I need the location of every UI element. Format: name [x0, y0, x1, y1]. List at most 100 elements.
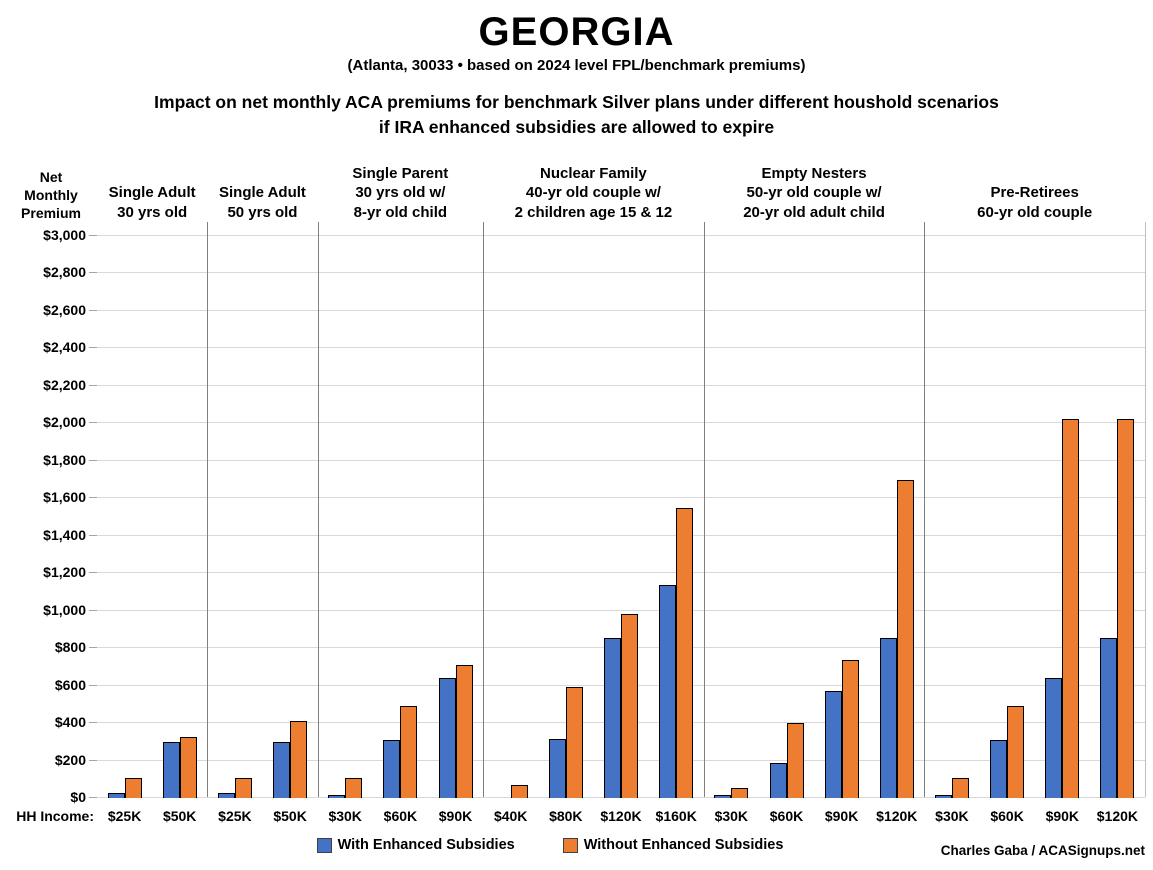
group-header-line: Single Adult	[108, 184, 196, 201]
y-tick-label: $2,400	[43, 339, 86, 356]
income-label: $120K	[876, 808, 918, 824]
group-separator	[483, 222, 485, 797]
y-tick-label: $200	[54, 751, 86, 768]
group-header-line: Nuclear Family	[540, 164, 647, 182]
income-label: $90K	[438, 808, 473, 824]
bar-with-enhanced-subsidies	[217, 793, 235, 798]
legend-label: Without Enhanced Subsidies	[583, 837, 784, 853]
group-header-line: 8-yr old child	[353, 203, 448, 221]
income-label: $60K	[383, 808, 418, 824]
income-label: $25K	[107, 808, 142, 824]
y-tick-label: $1,600	[43, 489, 86, 506]
y-tick-mark	[89, 235, 97, 236]
group-header: Empty Nesters 50-yr old couple w/20-yr ol…	[692, 148, 937, 222]
bar-without-enhanced-subsidies	[1117, 419, 1135, 798]
income-label: $160K	[655, 808, 697, 824]
y-gridline	[97, 235, 1145, 236]
y-tick-label: $0	[70, 789, 86, 805]
income-label: $60K	[769, 808, 804, 824]
y-tick-label: $800	[54, 639, 86, 656]
bar-with-enhanced-subsidies	[438, 678, 456, 798]
bar-without-enhanced-subsidies	[124, 778, 142, 798]
bar-with-enhanced-subsidies	[1045, 678, 1063, 798]
bar-with-enhanced-subsidies	[769, 763, 787, 798]
bar-with-enhanced-subsidies	[328, 795, 346, 798]
bar-without-enhanced-subsidies	[951, 778, 969, 798]
bar-without-enhanced-subsidies	[400, 706, 418, 798]
y-tick-mark	[89, 572, 97, 574]
group-header-line: 20-yr old adult child	[743, 203, 885, 221]
y-gridline	[97, 534, 1145, 536]
y-tick-label: $1,200	[43, 564, 86, 581]
bar-with-enhanced-subsidies	[879, 638, 897, 798]
y-tick-label: $2,800	[43, 264, 86, 281]
group-header-line: 30 yrs old	[117, 203, 188, 221]
income-label: $90K	[824, 808, 859, 824]
group-header-line: 50 yrs old	[227, 203, 298, 221]
y-tick-label: $2,000	[43, 414, 86, 431]
plot-right-border	[1145, 222, 1146, 797]
income-label: $40K	[493, 808, 528, 824]
y-tick-mark	[89, 759, 97, 761]
bar-without-enhanced-subsidies	[676, 508, 694, 798]
y-tick-label: $1,800	[43, 451, 86, 468]
group-header-line: Empty Nesters	[761, 164, 867, 182]
bar-without-enhanced-subsidies	[621, 614, 638, 798]
chart-subtitle: (Atlanta, 30033 • based on 2024 level FP…	[347, 57, 806, 74]
bar-with-enhanced-subsidies	[548, 739, 566, 798]
y-tick-mark	[89, 497, 97, 499]
y-gridline	[97, 384, 1145, 386]
y-tick-mark	[89, 347, 97, 349]
bar-with-enhanced-subsidies	[1100, 638, 1118, 798]
bar-without-enhanced-subsidies	[290, 721, 308, 798]
chart-heading: Impact on net monthly ACA premiums for b…	[0, 90, 1153, 140]
y-tick-label: $600	[54, 676, 86, 693]
bar-with-enhanced-subsidies	[824, 691, 842, 798]
bar-without-enhanced-subsidies	[179, 737, 197, 798]
income-label: $120K	[600, 808, 642, 824]
y-gridline	[97, 609, 1145, 611]
bar-without-enhanced-subsidies	[1007, 706, 1025, 798]
credit: Charles Gaba / ACASignups.net	[940, 843, 1145, 858]
group-separator	[317, 222, 319, 797]
y-tick-mark	[89, 647, 97, 649]
group-separator	[924, 222, 926, 797]
group-header: Single Adult 50 yrs old	[195, 148, 329, 222]
bar-with-enhanced-subsidies	[659, 585, 677, 798]
legend-label: With Enhanced Subsidies	[337, 837, 515, 853]
y-gridline	[97, 272, 1145, 274]
income-label: $50K	[273, 808, 307, 824]
y-gridline	[97, 309, 1145, 311]
bar-without-enhanced-subsidies	[731, 788, 749, 798]
y-tick-mark	[89, 459, 97, 461]
bar-with-enhanced-subsidies	[273, 742, 291, 798]
y-tick-label: $400	[54, 714, 86, 731]
income-label: $120K	[1096, 808, 1139, 824]
bar-without-enhanced-subsidies	[234, 778, 252, 798]
income-label: $60K	[990, 808, 1024, 824]
group-header-line: Single Parent	[352, 164, 449, 182]
legend-item: Without Enhanced Subsidies	[562, 837, 784, 853]
y-gridline	[97, 422, 1145, 424]
legend-swatch-icon	[562, 837, 578, 853]
group-header-line: 50-yr old couple w/	[746, 184, 882, 201]
bar-without-enhanced-subsidies	[841, 660, 859, 798]
income-label: $90K	[1045, 808, 1080, 824]
y-tick-mark	[89, 722, 97, 724]
y-tick-mark	[89, 422, 97, 424]
group-header-line: 40-yr old couple w/	[525, 184, 661, 201]
income-label: $80K	[549, 808, 583, 824]
heading-line-2: if IRA enhanced subsidies are allowed to…	[378, 117, 775, 137]
bar-with-enhanced-subsidies	[383, 740, 401, 798]
legend-item: With Enhanced Subsidies	[316, 837, 515, 853]
y-tick-label: $1,400	[43, 526, 86, 543]
bar-with-enhanced-subsidies	[162, 742, 180, 798]
bar-with-enhanced-subsidies	[990, 740, 1008, 798]
y-gridline	[97, 572, 1145, 574]
y-tick-mark	[89, 797, 97, 798]
y-tick-label: $2,200	[43, 376, 86, 393]
y-tick-label: $2,600	[43, 301, 86, 318]
income-label: $30K	[714, 808, 749, 824]
group-separator	[207, 222, 209, 797]
bar-without-enhanced-subsidies	[510, 785, 528, 798]
